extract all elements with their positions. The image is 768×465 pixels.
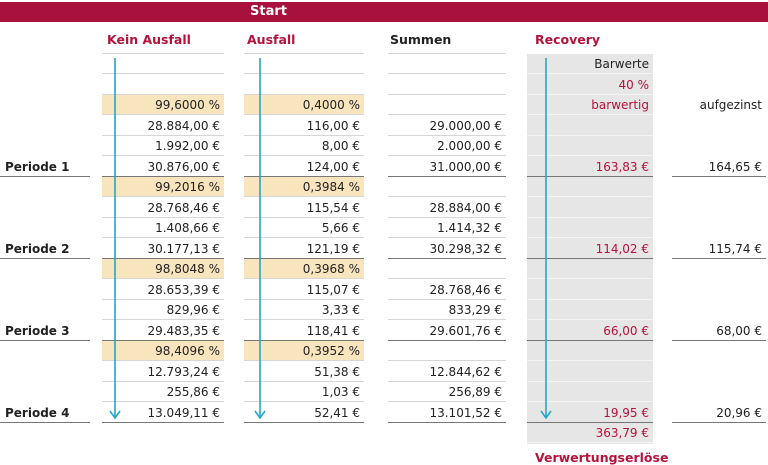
cell: 98,8048 %: [102, 259, 224, 279]
cell: 29.601,76 €: [388, 321, 506, 341]
cell: 124,00 €: [244, 157, 364, 177]
cell: 0,4000 %: [244, 95, 364, 115]
cell: 28.884,00 €: [388, 198, 506, 218]
column-header: Kein Ausfall: [107, 32, 191, 47]
column-header: Ausfall: [247, 32, 296, 47]
cell: 66,00 €: [527, 321, 653, 341]
cell: 121,19 €: [244, 239, 364, 259]
cell: 19,95 €: [527, 403, 653, 423]
cell: Periode 2: [0, 239, 90, 259]
cell: 255,86 €: [102, 382, 224, 402]
cell: 99,6000 %: [102, 95, 224, 115]
arrow-head: [254, 410, 266, 420]
cell: 29.000,00 €: [388, 116, 506, 136]
cell: 0,3952 %: [244, 341, 364, 361]
cell: 829,96 €: [102, 300, 224, 320]
cell-line: [388, 34, 506, 54]
cell-line: [527, 177, 653, 197]
cell: 68,00 €: [672, 321, 766, 341]
cell: 256,89 €: [388, 382, 506, 402]
cell: 118,41 €: [244, 321, 364, 341]
cell-line: [527, 341, 653, 361]
cell: 28.884,00 €: [102, 116, 224, 136]
cell: 3,33 €: [244, 300, 364, 320]
start-bar: Start: [0, 2, 768, 22]
cell-line: [527, 382, 653, 402]
cell: 52,41 €: [244, 403, 364, 423]
cell: 40 %: [527, 75, 653, 95]
cell: 0,3984 %: [244, 177, 364, 197]
cell: 30.298,32 €: [388, 239, 506, 259]
cell-line: [527, 362, 653, 382]
cell-line: [388, 259, 506, 279]
cell-line: [244, 34, 364, 54]
cell: 1.992,00 €: [102, 136, 224, 156]
cell-line: [388, 95, 506, 115]
cell: 0,3968 %: [244, 259, 364, 279]
cell: 116,00 €: [244, 116, 364, 136]
cell-line: [527, 218, 653, 238]
cell: 51,38 €: [244, 362, 364, 382]
column-header: Recovery: [535, 32, 601, 47]
cell: 12.793,24 €: [102, 362, 224, 382]
cell: 99,2016 %: [102, 177, 224, 197]
cell-line: [388, 54, 506, 74]
cell-line: [102, 75, 224, 95]
cell-line: [527, 198, 653, 218]
cell: 29.483,35 €: [102, 321, 224, 341]
cell-line: [388, 177, 506, 197]
cell: barwertig: [527, 95, 653, 115]
cell-line: [102, 54, 224, 74]
cell: 115,54 €: [244, 198, 364, 218]
cell: Periode 3: [0, 321, 90, 341]
arrow-head: [540, 410, 552, 420]
cell: 164,65 €: [672, 157, 766, 177]
arrow-group: [109, 58, 552, 420]
cell: 20,96 €: [672, 403, 766, 423]
cell-line: [527, 259, 653, 279]
cell: 1.414,32 €: [388, 218, 506, 238]
cell: Periode 1: [0, 157, 90, 177]
cell: 30.177,13 €: [102, 239, 224, 259]
column-header: Summen: [390, 32, 452, 47]
cell: 13.049,11 €: [102, 403, 224, 423]
cell: 115,74 €: [672, 239, 766, 259]
cell: 833,29 €: [388, 300, 506, 320]
cell: 31.000,00 €: [388, 157, 506, 177]
cell: 8,00 €: [244, 136, 364, 156]
cell: 363,79 €: [527, 423, 653, 443]
cell: Barwerte: [527, 54, 653, 74]
cell: 28.653,39 €: [102, 280, 224, 300]
cell-line: [244, 54, 364, 74]
cell: 98,4096 %: [102, 341, 224, 361]
footer-label: Verwertungserlöse: [535, 450, 669, 465]
arrow-head: [109, 410, 121, 420]
cell: 30.876,00 €: [102, 157, 224, 177]
cell: 2.000,00 €: [388, 136, 506, 156]
cell: 163,83 €: [527, 157, 653, 177]
cell-line: [388, 341, 506, 361]
cell: 5,66 €: [244, 218, 364, 238]
cell: aufgezinst: [699, 98, 762, 112]
cell-line: [527, 300, 653, 320]
recovery-background: [527, 54, 653, 444]
cell-line: [244, 75, 364, 95]
cell-line: [388, 75, 506, 95]
cell: 12.844,62 €: [388, 362, 506, 382]
cell: 28.768,46 €: [102, 198, 224, 218]
cell-line: [527, 136, 653, 156]
cell-line: [527, 116, 653, 136]
cell: 115,07 €: [244, 280, 364, 300]
cell-line: [102, 34, 224, 54]
start-title: Start: [250, 4, 287, 19]
cell: 1,03 €: [244, 382, 364, 402]
cell: 1.408,66 €: [102, 218, 224, 238]
cell: Periode 4: [0, 403, 90, 423]
cell-line: [527, 280, 653, 300]
cell: 13.101,52 €: [388, 403, 506, 423]
cell: 28.768,46 €: [388, 280, 506, 300]
cell: 114,02 €: [527, 239, 653, 259]
